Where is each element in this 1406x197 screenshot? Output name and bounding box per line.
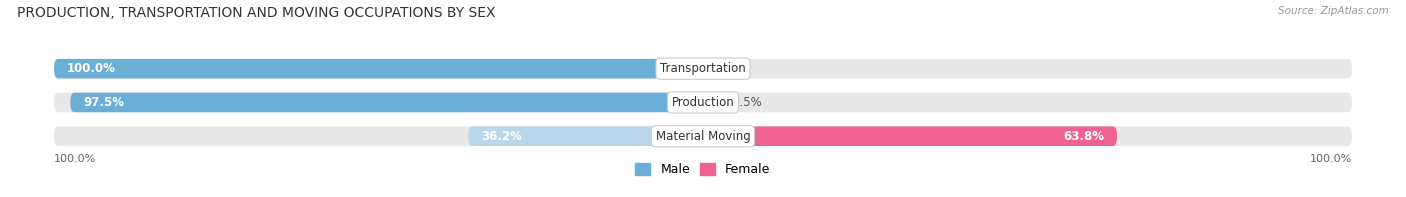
- Text: 36.2%: 36.2%: [481, 130, 522, 143]
- FancyBboxPatch shape: [53, 59, 1353, 78]
- Text: 0.0%: 0.0%: [716, 62, 745, 75]
- Text: 63.8%: 63.8%: [1063, 130, 1104, 143]
- Text: 100.0%: 100.0%: [67, 62, 115, 75]
- FancyBboxPatch shape: [53, 93, 1353, 112]
- FancyBboxPatch shape: [53, 126, 1353, 146]
- Legend: Male, Female: Male, Female: [630, 158, 776, 181]
- Text: Material Moving: Material Moving: [655, 130, 751, 143]
- Text: 100.0%: 100.0%: [53, 154, 97, 164]
- FancyBboxPatch shape: [70, 93, 703, 112]
- Text: PRODUCTION, TRANSPORTATION AND MOVING OCCUPATIONS BY SEX: PRODUCTION, TRANSPORTATION AND MOVING OC…: [17, 6, 495, 20]
- Text: 97.5%: 97.5%: [83, 96, 124, 109]
- Text: Source: ZipAtlas.com: Source: ZipAtlas.com: [1278, 6, 1389, 16]
- FancyBboxPatch shape: [468, 126, 703, 146]
- FancyBboxPatch shape: [53, 59, 703, 78]
- Text: Production: Production: [672, 96, 734, 109]
- Text: 100.0%: 100.0%: [1309, 154, 1353, 164]
- FancyBboxPatch shape: [703, 93, 720, 112]
- Text: Transportation: Transportation: [661, 62, 745, 75]
- FancyBboxPatch shape: [703, 126, 1116, 146]
- Text: 2.5%: 2.5%: [733, 96, 762, 109]
